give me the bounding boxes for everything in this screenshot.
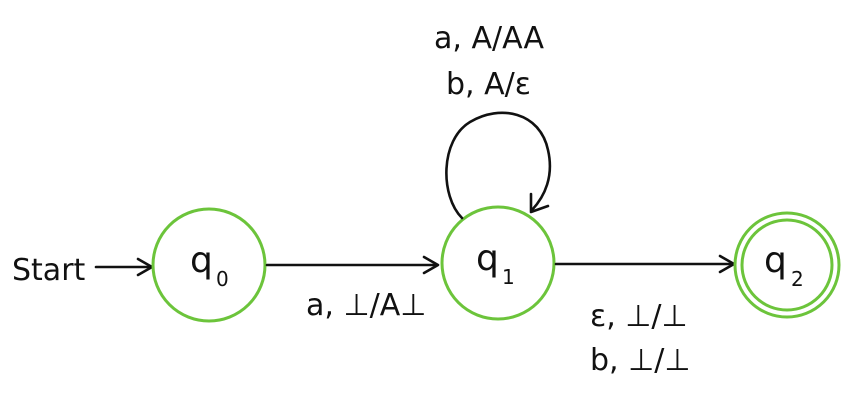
edge-q1-loop-label-2: b, A/ε xyxy=(446,67,531,102)
state-q0-circle xyxy=(151,207,267,323)
state-q1-circle xyxy=(440,205,556,321)
edge-q1-self-loop-arrowhead xyxy=(529,192,550,214)
edge-q1-q2-label-1: ε, ⊥/⊥ xyxy=(590,299,688,334)
state-q2: q 2 xyxy=(733,211,841,319)
edge-q0-q1-arrowhead xyxy=(422,255,440,275)
state-q2-label: q xyxy=(764,240,787,281)
edge-q1-q2-label-2: b, ⊥/⊥ xyxy=(590,343,691,378)
state-q2-outer-circle xyxy=(733,211,841,319)
state-q1-subscript: 1 xyxy=(502,265,515,289)
edge-q1-self-loop xyxy=(445,111,552,220)
state-q0-subscript: 0 xyxy=(216,267,229,291)
state-q0: q 0 xyxy=(151,207,267,323)
state-q2-inner-circle xyxy=(740,218,834,312)
edge-q1-loop-label-1: a, A/AA xyxy=(434,21,544,56)
state-q0-label: q xyxy=(190,240,213,281)
start-label: Start xyxy=(12,253,86,288)
state-q2-subscript: 2 xyxy=(791,267,804,291)
state-q1: q 1 xyxy=(440,205,556,321)
state-q1-label: q xyxy=(476,238,499,279)
edge-q0-q1-label: a, ⊥/A⊥ xyxy=(306,288,426,323)
